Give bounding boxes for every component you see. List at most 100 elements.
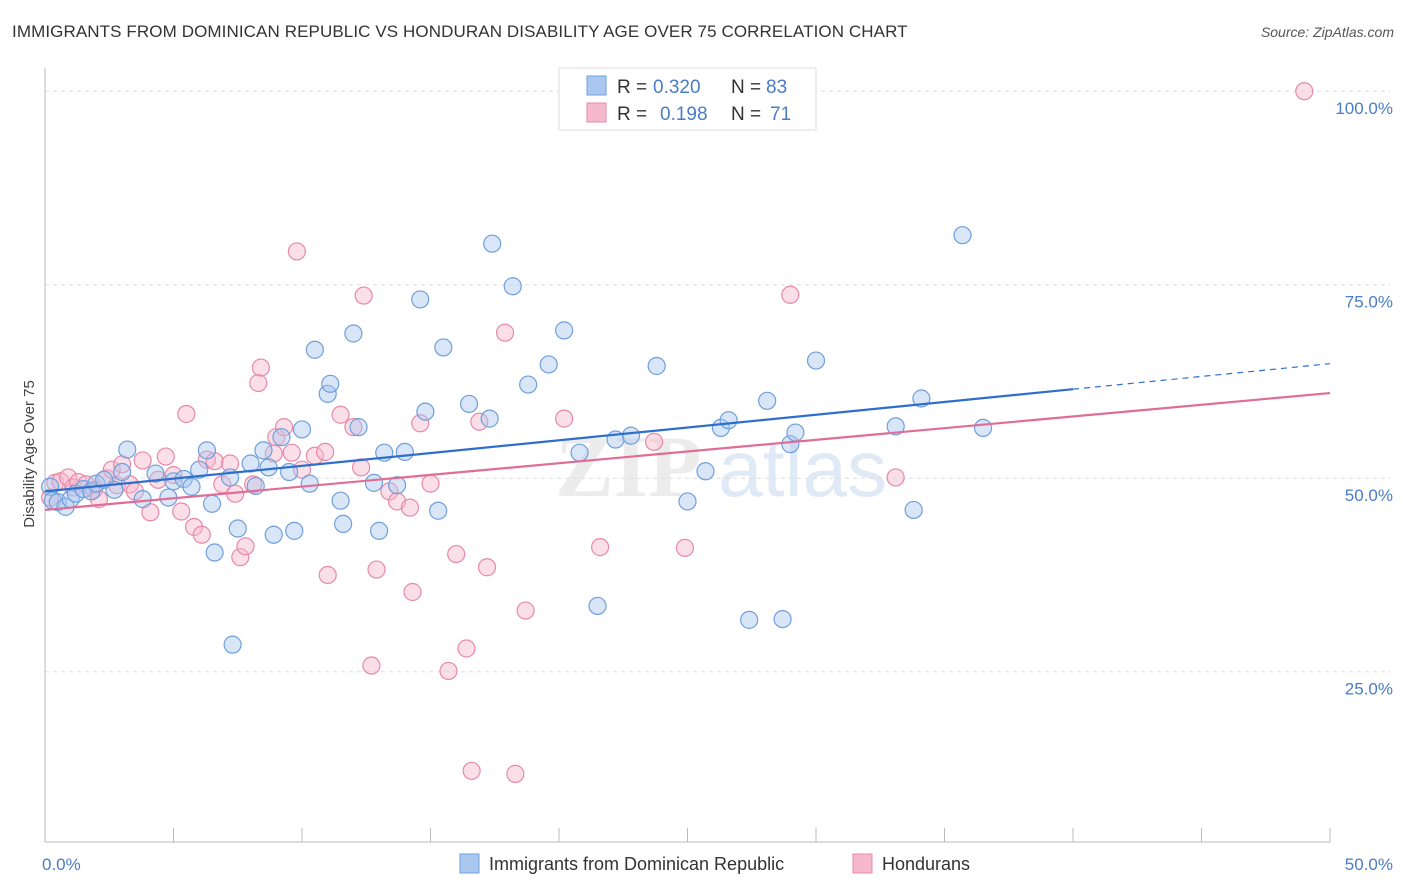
point-dominican-49 (416, 402, 435, 421)
point-hondurans-44 (344, 418, 363, 437)
point-hondurans-29 (231, 548, 250, 567)
point-dominican-58 (555, 321, 574, 340)
point-hondurans-8 (89, 490, 109, 509)
point-dominican-59 (570, 443, 589, 462)
point-dominican-60 (588, 596, 607, 616)
legend-r-value-pink: 0.198 (660, 104, 708, 125)
point-hondurans-66 (644, 432, 664, 451)
point-hondurans-61 (495, 323, 515, 342)
point-dominican-62 (621, 426, 641, 445)
point-dominican-28 (254, 441, 273, 460)
point-hondurans-21 (177, 404, 196, 424)
trend-line-hondurans (44, 391, 1331, 512)
point-hondurans-56 (447, 544, 466, 564)
point-dominican-42 (349, 418, 368, 437)
legend-r-value-blue: 0.320 (653, 77, 701, 98)
x-tick-label-max: 50.0% (1345, 855, 1393, 874)
point-hondurans-51 (400, 498, 420, 517)
point-dominican-74 (886, 417, 905, 436)
point-dominican-21 (202, 494, 222, 513)
point-dominican-71 (781, 435, 800, 454)
point-hondurans-20 (172, 502, 191, 521)
series-dominican-republic (41, 226, 993, 654)
point-dominican-14 (146, 464, 165, 483)
point-hondurans-35 (267, 428, 286, 447)
point-dominican-75 (904, 500, 923, 520)
point-hondurans-3 (59, 468, 78, 487)
chart-title: IMMIGRANTS FROM DOMINICAN REPUBLIC VS HO… (12, 22, 908, 41)
point-dominican-39 (331, 491, 350, 510)
point-dominican-29 (259, 458, 278, 477)
point-hondurans-55 (439, 661, 458, 681)
point-hondurans-22 (184, 517, 204, 537)
point-dominican-54 (483, 234, 502, 253)
point-dominican-41 (344, 324, 363, 343)
legend-swatch-pink (586, 102, 607, 123)
legend-swatch-blue (586, 75, 607, 96)
point-hondurans-59 (470, 412, 489, 431)
point-hondurans-57 (457, 639, 476, 658)
series-legend-label-blue: Immigrants from Dominican Republic (489, 854, 784, 874)
point-dominican-68 (740, 610, 759, 629)
point-dominican-50 (429, 501, 448, 520)
point-dominican-33 (285, 521, 304, 540)
point-dominican-48 (411, 290, 430, 309)
point-hondurans-67 (675, 538, 695, 557)
y-axis-label: Disability Age Over 75 (21, 380, 38, 528)
point-dominican-53 (480, 409, 499, 428)
point-dominican-43 (364, 473, 384, 492)
grid (45, 90, 1390, 673)
point-dominican-77 (953, 226, 972, 245)
point-hondurans-42 (318, 565, 337, 585)
point-dominican-72 (786, 423, 805, 442)
point-dominican-18 (182, 477, 201, 496)
point-dominican-46 (387, 476, 407, 495)
chart-source: Source: ZipAtlas.com (1260, 24, 1394, 40)
point-hondurans-33 (251, 358, 270, 377)
point-hondurans-32 (249, 373, 268, 393)
watermark-zip: ZIP (555, 419, 702, 516)
trend-line-dominican (44, 388, 1074, 493)
legend-n-label-pink: N = (731, 104, 761, 125)
point-hondurans-38 (287, 242, 306, 261)
x-tick-labels: 0.0% 50.0% (42, 855, 1393, 874)
point-hondurans-46 (354, 286, 373, 305)
point-hondurans-18 (156, 447, 175, 466)
point-dominican-35 (300, 474, 319, 493)
point-dominican-69 (758, 391, 777, 410)
point-dominican-65 (696, 462, 715, 481)
point-hondurans-65 (591, 538, 610, 557)
point-dominican-19 (190, 460, 209, 479)
point-hondurans-69 (886, 468, 905, 487)
y-tick-label-1: 75.0% (1345, 293, 1393, 312)
trend-lines (44, 363, 1331, 512)
point-dominican-73 (806, 351, 826, 370)
legend-r-label-blue: R = (617, 77, 647, 98)
point-dominican-12 (118, 440, 137, 459)
point-dominican-31 (272, 428, 291, 447)
point-dominican-34 (292, 420, 312, 439)
axes (44, 68, 1331, 843)
stats-legend: R = 0.320 N = 83 R = 0.198 N = 71 (558, 67, 817, 131)
legend-n-value-pink: 71 (770, 104, 791, 125)
watermark: ZIP atlas (555, 419, 887, 516)
point-dominican-63 (647, 356, 666, 376)
point-hondurans-43 (331, 405, 350, 424)
point-hondurans-48 (367, 560, 386, 579)
point-dominican-51 (434, 338, 453, 357)
point-dominican-11 (112, 462, 132, 482)
x-tick-label-min: 0.0% (42, 855, 81, 874)
point-hondurans-47 (362, 656, 381, 675)
point-hondurans-64 (555, 409, 574, 428)
point-dominican-67 (719, 411, 738, 430)
point-dominican-22 (205, 543, 224, 562)
y-tick-label-0: 100.0% (1335, 99, 1393, 118)
trend-line-dominican-extension (1072, 363, 1331, 390)
legend-r-label-pink: R = (617, 104, 647, 125)
point-hondurans-37 (282, 443, 301, 462)
point-dominican-30 (264, 525, 283, 544)
point-hondurans-53 (411, 414, 430, 433)
point-dominican-38 (321, 374, 340, 393)
point-hondurans-63 (516, 601, 535, 620)
point-dominican-44 (370, 521, 389, 540)
